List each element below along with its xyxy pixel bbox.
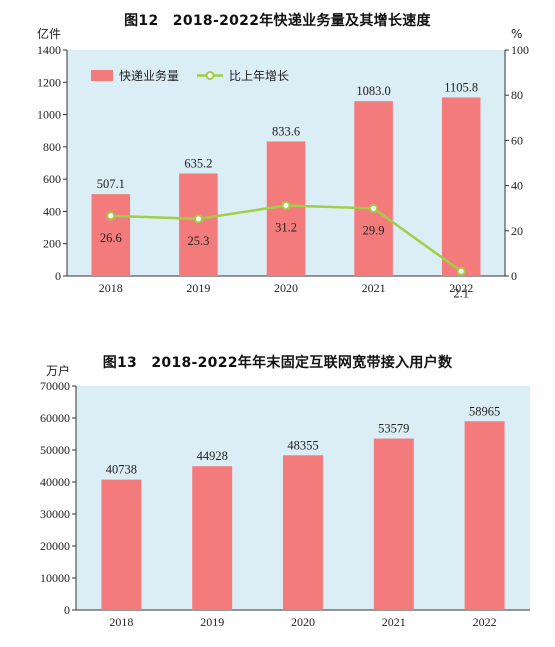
chart12-x-tick-label: 2021 — [362, 281, 386, 295]
chart13-bar-value-label: 48355 — [287, 438, 318, 452]
chart12-legend-bar-swatch — [91, 70, 113, 81]
chart12-y-tick-label: 1000 — [37, 108, 61, 122]
chart13-bar-value-label: 44928 — [197, 449, 228, 463]
chart12-bar — [354, 101, 393, 277]
chart12-growth-value-label: 29.9 — [363, 223, 385, 237]
chart12-y2-tick-label: 0 — [511, 269, 517, 283]
chart13-x-tick-label: 2021 — [382, 615, 406, 629]
chart12-x-tick-label: 2020 — [274, 281, 298, 295]
chart12-bar-value-label: 1105.8 — [444, 80, 478, 94]
chart13-y-tick-label: 50000 — [40, 443, 70, 457]
chart13-y-tick-label: 70000 — [40, 379, 70, 393]
chart12-growth-point — [369, 203, 379, 213]
chart12-growth-value-label: 25.3 — [187, 234, 209, 248]
chart12-y2-unit: % — [511, 27, 522, 41]
chart13-bar — [283, 455, 323, 610]
chart12-legend-line-marker — [205, 71, 215, 80]
chart13-y-tick-label: 60000 — [40, 411, 70, 425]
chart13-x-tick-label: 2020 — [291, 615, 315, 629]
chart12-y2-tick-label: 60 — [511, 133, 523, 147]
chart12-x-tick-label: 2019 — [186, 281, 210, 295]
chart13-y-tick-label: 10000 — [40, 571, 70, 585]
chart13-y-tick-label: 40000 — [40, 475, 70, 489]
chart12-bar-value-label: 507.1 — [97, 177, 125, 191]
chart12-legend-line-label: 比上年增长 — [229, 69, 289, 83]
chart13-y-tick-label: 20000 — [40, 539, 70, 553]
chart12-x-tick-label: 2022 — [449, 281, 473, 295]
chart12-growth-point — [106, 211, 116, 221]
chart13-bar — [101, 479, 142, 610]
chart12-bar — [441, 97, 481, 277]
chart12-growth-value-label: 26.6 — [100, 231, 122, 245]
chart12-growth-point — [193, 214, 203, 224]
chart12-y-tick-label: 200 — [43, 237, 61, 251]
chart13-x-tick-label: 2022 — [473, 615, 497, 629]
chart12-bar-value-label: 1083.0 — [356, 84, 390, 98]
chart12-bar-value-label: 833.6 — [272, 124, 300, 138]
chart13-bar-value-label: 40738 — [106, 463, 137, 477]
chart13-bar-value-label: 53579 — [378, 422, 409, 436]
chart13-y-unit: 万户 — [46, 363, 70, 378]
chart12-y2-tick-label: 80 — [511, 88, 523, 102]
chart12-y-tick-label: 600 — [43, 172, 61, 186]
chart12-y-tick-label: 1200 — [37, 75, 61, 89]
chart12-y2-tick-label: 40 — [511, 179, 523, 193]
chart12-y-tick-label: 400 — [43, 204, 61, 218]
chart13-y-tick-label: 0 — [64, 603, 70, 617]
chart13-bar — [464, 421, 505, 610]
chart12-y-tick-label: 800 — [43, 140, 61, 154]
chart12-y-unit: 亿件 — [37, 26, 61, 41]
chart12-bar — [91, 194, 131, 276]
chart12-y2-tick-label: 20 — [511, 224, 523, 238]
chart12-y-tick-label: 0 — [55, 269, 61, 283]
chart13-bar — [373, 438, 414, 610]
chart13-x-tick-label: 2018 — [109, 615, 133, 629]
chart12-y2-tick-label: 100 — [511, 43, 529, 57]
chart12-growth-value-label: 31.2 — [275, 220, 297, 234]
chart12-bar-value-label: 635.2 — [184, 156, 212, 170]
chart12-growth-value-label: 2.1 — [453, 286, 469, 300]
chart13-x-tick-label: 2019 — [200, 615, 224, 629]
chart12-legend-bar-label: 快递业务量 — [119, 68, 179, 83]
chart13-title: 图13 2018-2022年年末固定互联网宽带接入用户数 — [102, 355, 453, 371]
chart12-x-tick-label: 2018 — [99, 281, 123, 295]
chart12-title: 图12 2018-2022年快递业务量及其增长速度 — [124, 13, 431, 29]
chart12-y-tick-label: 1400 — [37, 43, 61, 57]
chart12-growth-point — [456, 266, 466, 276]
chart13-bar-value-label: 58965 — [469, 404, 500, 418]
chart12-growth-point — [281, 200, 291, 210]
chart13-bar — [192, 466, 233, 610]
chart12-bar — [179, 173, 218, 276]
chart13-y-tick-label: 30000 — [40, 507, 70, 521]
